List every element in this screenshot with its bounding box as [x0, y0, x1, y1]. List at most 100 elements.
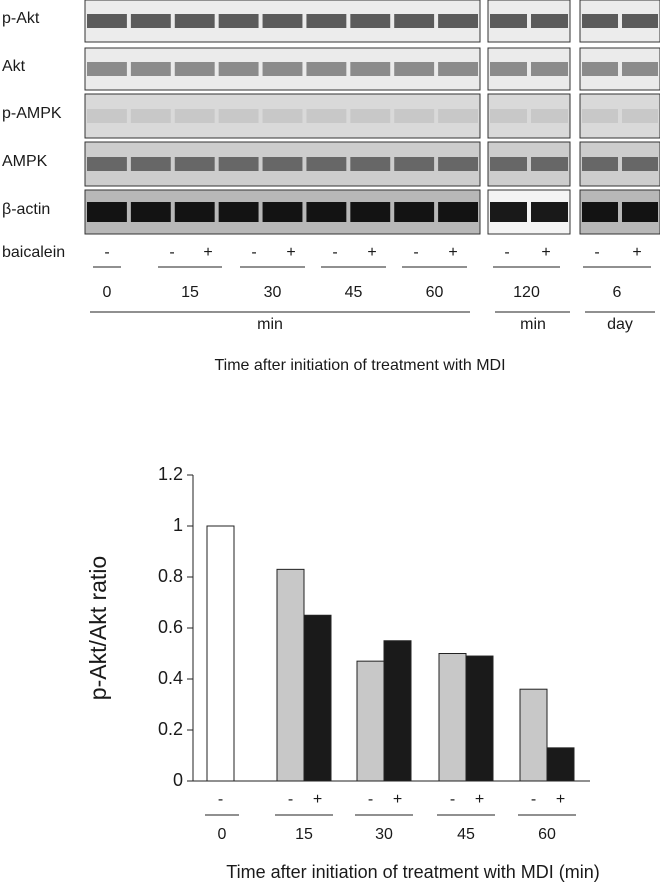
blot-band [490, 157, 527, 171]
blot-band [582, 157, 618, 171]
blot-band [531, 109, 568, 123]
treatment-label: baicalein [2, 244, 65, 261]
bar [356, 660, 385, 782]
blot-band [174, 14, 215, 28]
blot-band [350, 14, 391, 28]
bar [546, 747, 575, 782]
blot-band [622, 109, 658, 123]
blot-band [87, 14, 127, 28]
time-label: 45 [345, 284, 363, 301]
x-tick-label: 60 [538, 826, 556, 843]
x-tick-label: 0 [218, 826, 227, 843]
series-sign: + [475, 791, 484, 808]
treatment-sign: + [367, 244, 376, 261]
row-label: AMPK [2, 153, 48, 170]
blot-band [394, 109, 435, 123]
y-axis-label: p-Akt/Akt ratio [85, 556, 111, 700]
treatment-sign: + [541, 244, 550, 261]
y-tick-label: 0.4 [158, 668, 183, 688]
row-label: p-AMPK [2, 105, 62, 122]
treatment-sign: + [286, 244, 295, 261]
blot-band [531, 157, 568, 171]
treatment-sign: - [104, 244, 109, 261]
blot-band [87, 109, 127, 123]
blot-band [394, 14, 435, 28]
blot-band [130, 62, 171, 76]
blot-caption: Time after initiation of treatment with … [214, 357, 505, 374]
blot-band [622, 62, 658, 76]
blot-band [306, 157, 347, 171]
treatment-sign: + [203, 244, 212, 261]
blot-band [394, 62, 435, 76]
blot-band [218, 202, 259, 222]
y-tick-label: 0.8 [158, 566, 183, 586]
blot-band [174, 109, 215, 123]
blot-band [438, 157, 478, 171]
row-label: Akt [2, 58, 26, 75]
blot-band [531, 202, 568, 222]
series-sign: + [556, 791, 565, 808]
blot-band [130, 202, 171, 222]
blot-band [531, 62, 568, 76]
y-tick-label: 0.2 [158, 719, 183, 739]
time-label: 15 [181, 284, 199, 301]
y-tick-label: 1.2 [158, 464, 183, 484]
blot-band [582, 62, 618, 76]
y-tick-label: 1 [173, 515, 183, 535]
blot-band [262, 62, 303, 76]
series-sign: - [288, 791, 293, 808]
blot-band [582, 14, 618, 28]
series-sign: + [393, 791, 402, 808]
blot-band [438, 202, 478, 222]
blot-band [218, 109, 259, 123]
time-label: 30 [264, 284, 282, 301]
blot-band [350, 157, 391, 171]
blot-band [306, 109, 347, 123]
row-label: β-actin [2, 201, 50, 218]
bar [383, 640, 412, 782]
treatment-sign: - [332, 244, 337, 261]
treatment-sign: + [632, 244, 641, 261]
bar [276, 568, 305, 782]
blot-band [622, 202, 658, 222]
blot-band [87, 62, 127, 76]
blot-band [262, 202, 303, 222]
series-sign: - [218, 791, 223, 808]
blot-band [262, 109, 303, 123]
time-label: 60 [426, 284, 444, 301]
treatment-sign: + [448, 244, 457, 261]
series-sign: - [450, 791, 455, 808]
bar [206, 525, 235, 782]
blot-band [306, 62, 347, 76]
blot-band [87, 202, 127, 222]
blot-band [394, 157, 435, 171]
y-tick-label: 0 [173, 770, 183, 790]
blot-band [490, 62, 527, 76]
blot-band [438, 14, 478, 28]
treatment-sign: - [594, 244, 599, 261]
treatment-sign: - [413, 244, 418, 261]
treatment-sign: - [169, 244, 174, 261]
treatment-sign: - [504, 244, 509, 261]
blot-band [218, 62, 259, 76]
x-tick-label: 45 [457, 826, 475, 843]
blot-band [174, 62, 215, 76]
blot-band [350, 62, 391, 76]
unit-label: min [257, 316, 283, 333]
blot-band [490, 109, 527, 123]
blot-band [218, 14, 259, 28]
bar [303, 614, 332, 782]
blot-band [350, 109, 391, 123]
blot-band [262, 157, 303, 171]
x-axis-label: Time after initiation of treatment with … [226, 862, 599, 882]
blot-band [622, 157, 658, 171]
western-blot: p-Akt Akt p-AMPK AMPK β-actin - 0 - +15 - +30 - +45 -… [2, 0, 660, 333]
blot-band [174, 202, 215, 222]
blot-band [306, 14, 347, 28]
blot-band [350, 202, 391, 222]
time-label: 120 [513, 284, 540, 301]
blot-band [262, 14, 303, 28]
blot-band [87, 157, 127, 171]
blot-band [174, 157, 215, 171]
series-sign: - [531, 791, 536, 808]
